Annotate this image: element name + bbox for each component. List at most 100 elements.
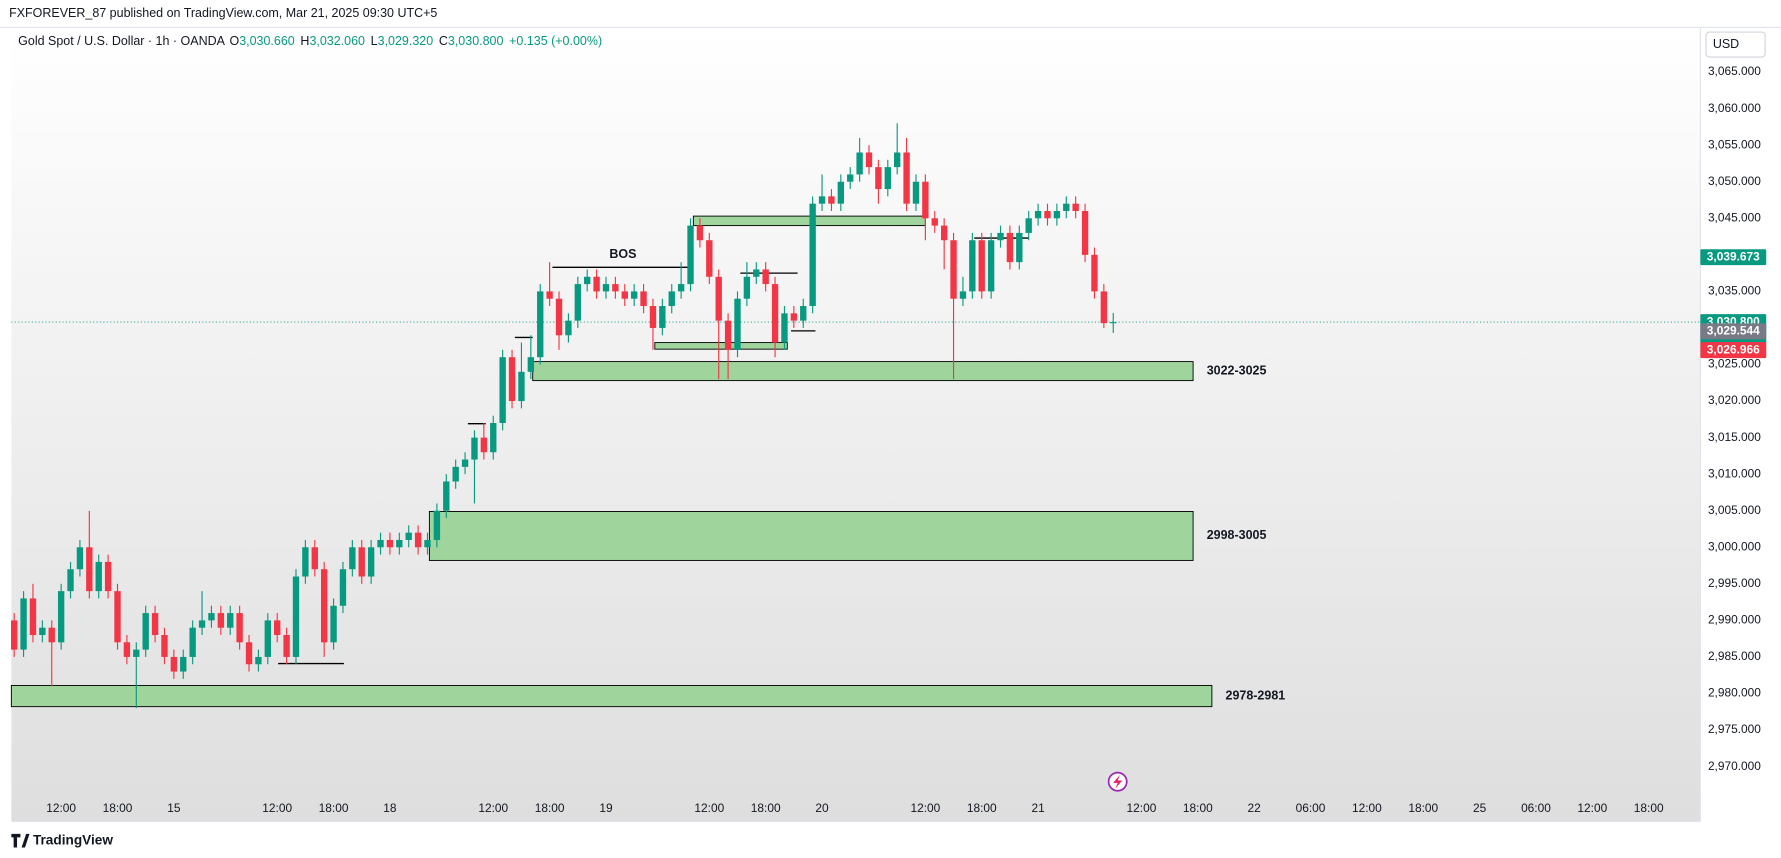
candle-body (302, 547, 309, 577)
y-tick-label: 2,990.000 (1708, 613, 1761, 627)
candle-body (245, 642, 253, 665)
candle-body (161, 635, 168, 657)
x-tick-label: 12:00 (910, 801, 940, 815)
candle-body (677, 284, 685, 292)
candle-body (771, 284, 779, 343)
candle-body (424, 539, 431, 548)
candle-body (649, 306, 657, 328)
y-tick-label: 2,980.000 (1708, 686, 1761, 700)
candle-body (565, 320, 572, 336)
y-tick-label: 3,050.000 (1708, 174, 1761, 188)
candle-body (969, 240, 976, 292)
candle-body (950, 240, 957, 299)
candle-body (311, 547, 318, 570)
ohlc-key: H (300, 35, 309, 49)
candle-body (274, 620, 281, 636)
x-tick-label: 12:00 (478, 801, 508, 815)
candle-body (330, 605, 337, 643)
candle-body (987, 240, 995, 292)
x-tick-label: 12:00 (1127, 801, 1157, 815)
candle-body (762, 269, 769, 285)
ohlc-value: 3,032.060 (309, 35, 365, 49)
candle-body (837, 181, 845, 204)
candle-body (39, 627, 46, 636)
currency[interactable]: USD (1713, 37, 1739, 51)
candle-body (903, 152, 910, 204)
x-tick-label: 22 (1248, 801, 1262, 815)
price-label: 3,039.673 (1707, 249, 1760, 263)
candle-body (189, 627, 196, 657)
candle-body (940, 225, 948, 241)
ohlc-key: O (229, 35, 239, 49)
ohlc-value: 3,029.320 (378, 35, 434, 49)
x-tick-label: 12:00 (694, 801, 724, 815)
candle-body (48, 627, 55, 643)
candle-body (959, 291, 967, 299)
candle-body (208, 613, 215, 621)
candle-body (978, 240, 985, 292)
candle-body (57, 591, 65, 643)
candle-body (546, 291, 553, 299)
x-tick-label: 21 (1031, 801, 1045, 815)
candle-body (584, 276, 591, 285)
candle-body (715, 276, 722, 321)
x-tick-label: 12:00 (1577, 801, 1607, 815)
candle-body (790, 313, 798, 321)
candle-body (1034, 210, 1042, 219)
candle-body (452, 466, 459, 482)
x-tick-label: 19 (599, 801, 613, 815)
candle-body (640, 291, 647, 307)
price-label-box (1700, 249, 1767, 266)
candle-body (104, 561, 112, 592)
y-tick-label: 3,060.000 (1708, 101, 1761, 115)
y-tick-label: 3,055.000 (1708, 137, 1761, 151)
x-tick-label: 06:00 (1296, 801, 1326, 815)
candle-body (10, 620, 18, 650)
candle-body (377, 539, 384, 548)
candle-body (339, 569, 347, 606)
x-tick-label: 25 (1473, 801, 1487, 815)
candle-body (922, 181, 929, 219)
price-label-box (1700, 342, 1767, 359)
candle-body (1053, 210, 1061, 219)
candle-body (724, 320, 732, 350)
y-tick-label: 3,045.000 (1708, 210, 1761, 224)
candle-body (781, 313, 788, 343)
candle-body (884, 167, 891, 190)
candle-body (1110, 322, 1117, 324)
zone (532, 361, 1194, 382)
candle-body (612, 284, 619, 292)
symbol-legend: Gold Spot / U.S. Dollar · 1h · OANDA O3,0… (18, 35, 602, 49)
candle-body (151, 613, 159, 636)
candle-body (555, 298, 563, 336)
candle-body (471, 437, 478, 460)
candle-body (630, 291, 638, 299)
x-tick-label: 18 (383, 801, 397, 815)
x-tick-label: 18:00 (967, 801, 997, 815)
candle-body (818, 196, 826, 204)
ohlc-value: 3,030.660 (239, 35, 295, 49)
bolt-icon[interactable] (1107, 771, 1128, 792)
y-tick-label: 2,985.000 (1708, 649, 1761, 663)
candle-body (236, 613, 243, 643)
y-tick-label: 2,995.000 (1708, 576, 1761, 590)
candle-body (123, 642, 131, 657)
candle-body (621, 291, 628, 299)
candle-body (443, 481, 450, 511)
candle-body (490, 422, 497, 453)
candle-body (1016, 232, 1023, 263)
candle-body (1063, 203, 1070, 211)
x-tick-label: 20 (815, 801, 829, 815)
x-tick-label: 18:00 (103, 801, 133, 815)
zone (428, 511, 1194, 561)
candle-body (687, 225, 694, 285)
candle-body (255, 656, 262, 665)
y-tick-label: 3,020.000 (1708, 393, 1761, 407)
candle-body (706, 240, 713, 277)
candle-body (142, 613, 149, 650)
currency-box[interactable] (1705, 31, 1766, 58)
candle-body (358, 547, 365, 577)
price-label-box (1700, 323, 1767, 340)
structure-label: BOS (609, 247, 636, 261)
candle-body (865, 152, 873, 168)
